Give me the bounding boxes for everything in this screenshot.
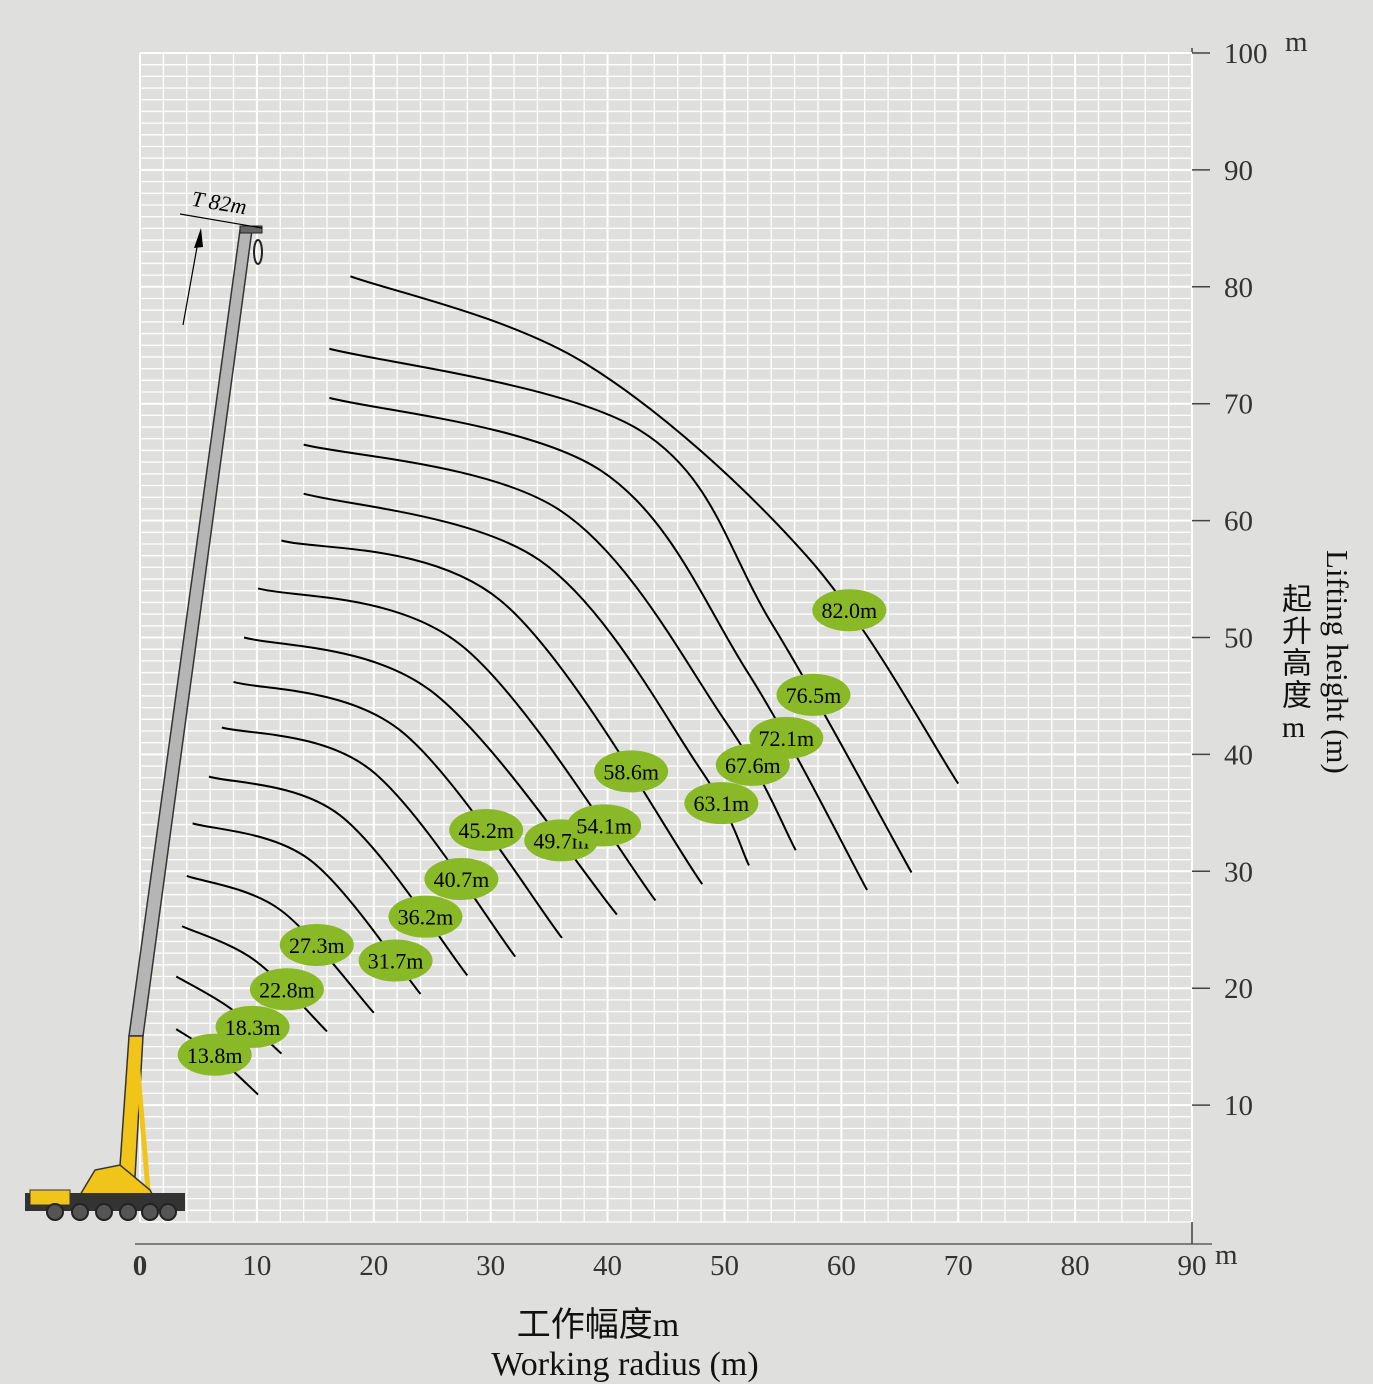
curve-labels: 13.8m 18.3m 22.8m 27.3m 31.7m 36.2m 40.7m 45.2m… (177, 589, 887, 1076)
legend-label: 63.1m (694, 791, 750, 816)
label-badge (812, 589, 887, 632)
working-range-curve (233, 680, 563, 939)
y-tick-label: 10 (1224, 1090, 1253, 1122)
y-tick-label: 70 (1224, 389, 1253, 421)
label-badge (279, 923, 354, 966)
x-tick-label: 40 (593, 1250, 622, 1282)
label-badge (249, 968, 324, 1011)
working-range-curve (186, 875, 375, 1014)
y-axis-label: 起升高度m (1277, 583, 1310, 746)
label-badge (749, 716, 824, 759)
label-badge (567, 804, 642, 847)
label-badge (449, 809, 524, 852)
legend-label: 31.7m (368, 949, 424, 974)
working-range-curve (303, 492, 750, 866)
label-badge (776, 673, 851, 716)
arrow (182, 235, 200, 326)
x-tick-label: 10 (242, 1250, 271, 1282)
working-range-curve (350, 275, 960, 785)
legend-label: 72.1m (758, 726, 814, 751)
legend-label: 18.3m (225, 1015, 281, 1040)
label-badge (684, 782, 759, 825)
wheels (46, 1203, 177, 1221)
y-tick-label: 60 (1224, 506, 1253, 538)
y-axis-label-en: Lifting height (m) (1320, 550, 1355, 774)
legend-label: 36.2m (398, 905, 454, 930)
y-tick-label: 100 (1224, 38, 1268, 70)
x-tick-label: 90 (1178, 1250, 1207, 1282)
x-tick-label: 30 (476, 1250, 505, 1282)
working-range-curve (208, 775, 469, 976)
legend-label: 22.8m (259, 977, 315, 1002)
label-badge (424, 858, 499, 901)
cab (29, 1189, 71, 1206)
legend-label: 40.7m (434, 867, 490, 892)
annotation: T 82m (190, 186, 248, 219)
x-tick-label: 20 (359, 1250, 388, 1282)
working-range-curve (243, 636, 618, 916)
dimension-line (179, 213, 263, 229)
y-tick-label: 30 (1224, 856, 1253, 888)
arrow-head (194, 228, 203, 248)
x-tick-label: 60 (827, 1250, 856, 1282)
working-range-curve (221, 726, 517, 958)
label-badge (388, 895, 463, 938)
x-axis-label: 工作幅度m (517, 1306, 679, 1344)
y-tick-label: 80 (1224, 272, 1253, 304)
working-range-curve (181, 925, 328, 1033)
hook (253, 239, 263, 265)
label-badge (594, 750, 669, 793)
legend-label: 45.2m (458, 818, 514, 843)
luffing-cylinder (134, 1059, 151, 1191)
y-tick-label: 90 (1224, 155, 1253, 187)
legend-label: 13.8m (187, 1043, 243, 1068)
legend-label: 54.1m (576, 813, 632, 838)
x-tick-label: 70 (944, 1250, 973, 1282)
working-range-curve (329, 396, 868, 891)
crane-drawing: T 82m (25, 186, 263, 1221)
y-tick-label: 40 (1224, 739, 1253, 771)
legend-label: 58.6m (603, 759, 659, 784)
y-tick-label: 20 (1224, 973, 1253, 1005)
y-unit: m (1285, 26, 1308, 58)
label-badge (358, 939, 433, 982)
x-tick-label: 80 (1061, 1250, 1090, 1282)
label-badge (215, 1005, 290, 1048)
x-axis-label-en: Working radius (m) (491, 1346, 758, 1383)
legend-label: 27.3m (289, 933, 345, 958)
working-range-curve (329, 347, 913, 873)
legend-label: 82.0m (821, 598, 877, 623)
legend-label: 76.5m (786, 683, 842, 708)
x-tick-label: 0 (133, 1250, 148, 1282)
y-tick-label: 50 (1224, 623, 1253, 655)
working-range-curve (281, 539, 704, 885)
x-unit: m (1215, 1239, 1238, 1271)
x-tick-label: 50 (710, 1250, 739, 1282)
